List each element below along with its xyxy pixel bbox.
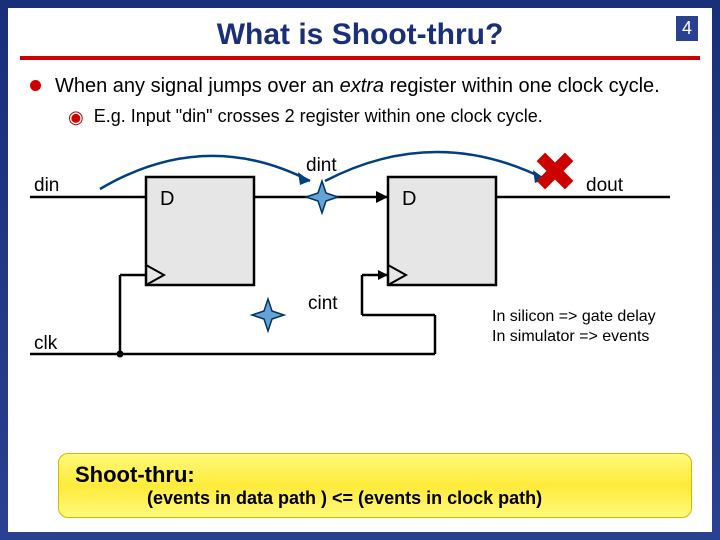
- bullet-prefix: When any signal jumps over an: [55, 75, 340, 97]
- page-number: 4: [676, 16, 698, 41]
- callout-box: Shoot-thru: (events in data path ) <= (e…: [58, 453, 692, 518]
- slide-title: What is Shoot-thru?: [8, 8, 712, 56]
- dff-2: D: [388, 177, 496, 285]
- dff1-label: D: [160, 188, 174, 210]
- label-cint: cint: [308, 293, 338, 314]
- note-line2: In simulator => events: [492, 327, 656, 347]
- label-dint: dint: [306, 155, 337, 176]
- sub-bullet-icon: ◉: [68, 108, 84, 126]
- callout-title: Shoot-thru:: [75, 462, 675, 488]
- star-cint: [252, 299, 284, 331]
- callout-body: (events in data path ) <= (events in clo…: [147, 488, 675, 509]
- note-line1: In silicon => gate delay: [492, 307, 656, 327]
- dff-1: D: [146, 177, 254, 285]
- title-rule: [20, 56, 700, 60]
- label-dout: dout: [586, 175, 624, 196]
- sub-bullet: ◉ E.g. Input "din" crosses 2 register wi…: [68, 106, 690, 127]
- label-din: din: [34, 175, 59, 196]
- content-area: When any signal jumps over an extra regi…: [8, 74, 712, 374]
- star-dint: [306, 181, 338, 213]
- circuit-diagram: D D: [30, 139, 690, 374]
- x-mark-icon: [537, 153, 574, 190]
- bullet-dot-icon: [30, 80, 41, 91]
- bullet-suffix: register within one clock cycle.: [384, 75, 660, 97]
- side-note: In silicon => gate delay In simulator =>…: [492, 307, 656, 347]
- dff2-label: D: [402, 188, 416, 210]
- slide: 4 What is Shoot-thru? When any signal ju…: [8, 8, 712, 532]
- bullet-italic: extra: [340, 75, 384, 97]
- sub-bullet-text: E.g. Input "din" crosses 2 register with…: [94, 106, 543, 127]
- label-clk: clk: [34, 333, 58, 354]
- bullet-main: When any signal jumps over an extra regi…: [30, 74, 690, 98]
- bullet-text: When any signal jumps over an extra regi…: [55, 74, 660, 98]
